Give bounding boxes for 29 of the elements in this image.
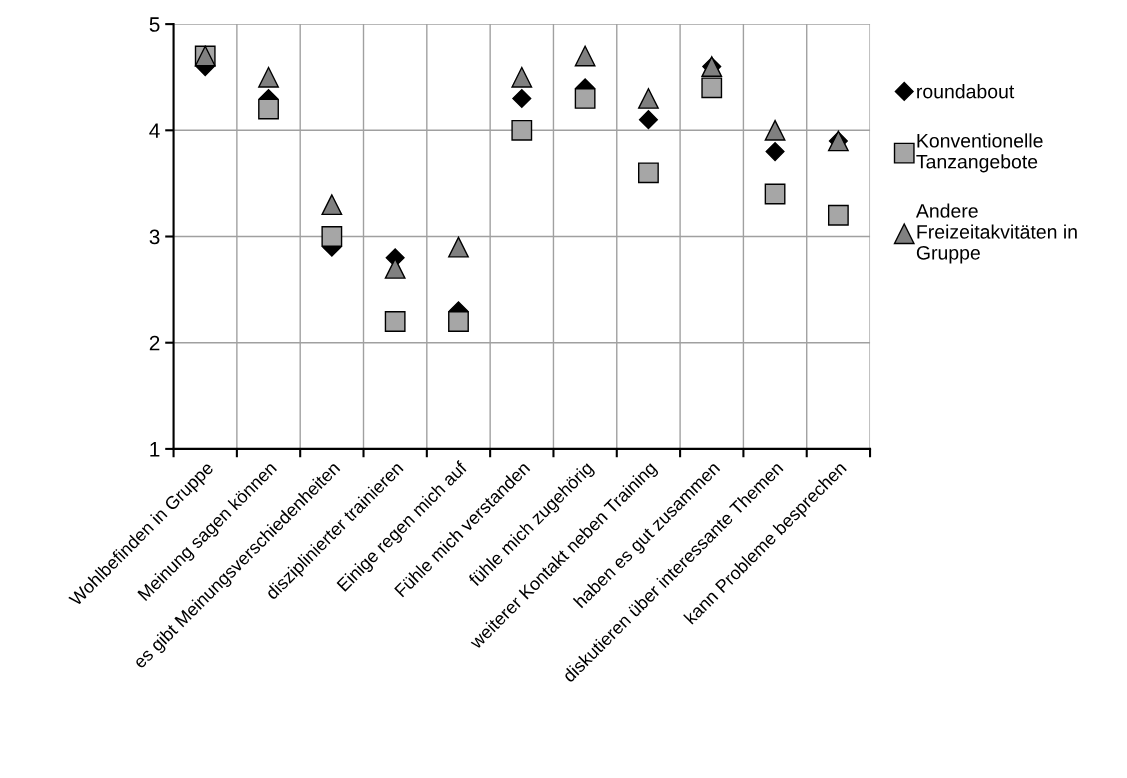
point — [258, 98, 279, 120]
point — [448, 311, 469, 332]
point — [827, 204, 849, 226]
legend-label: Andere Freizeitakvitäten in Gruppe — [915, 203, 1077, 264]
y-tick-label: 3 — [149, 229, 160, 245]
point — [764, 183, 786, 205]
point — [574, 88, 596, 109]
point — [511, 119, 533, 141]
point — [638, 88, 659, 109]
y-tick-label: 2 — [149, 335, 160, 351]
point — [321, 226, 343, 247]
point — [448, 236, 469, 258]
point — [638, 162, 659, 184]
point — [512, 88, 532, 108]
point — [574, 45, 596, 67]
legend-label: roundabout — [917, 84, 1015, 99]
point — [764, 119, 786, 141]
point — [765, 142, 785, 162]
legend-label: Konventionelle Tanzangebote — [916, 133, 1043, 173]
point — [701, 77, 723, 99]
y-tick-label: 4 — [149, 123, 160, 138]
point — [511, 66, 533, 88]
point — [384, 257, 406, 279]
y-tick-label: 5 — [149, 17, 160, 32]
point — [258, 66, 279, 88]
y-tick-label: 1 — [150, 442, 160, 457]
point — [321, 194, 343, 216]
point — [384, 311, 406, 332]
point — [638, 110, 658, 130]
